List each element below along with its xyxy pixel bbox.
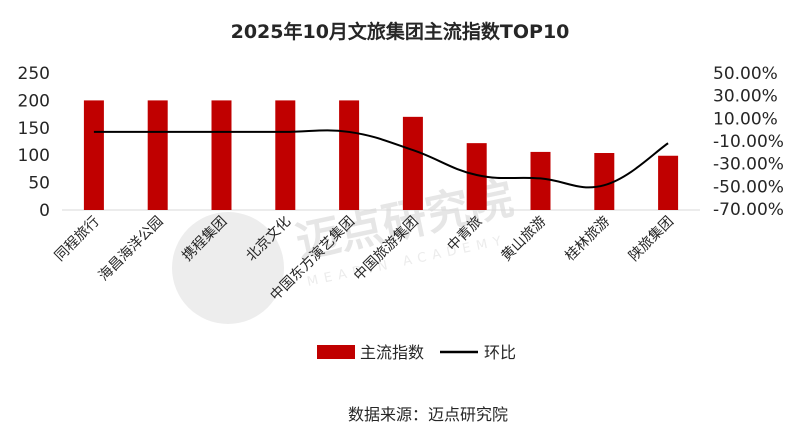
- right-tick-label: 10.00%: [713, 109, 778, 129]
- left-axis: 0 50 100 150 200 250: [18, 64, 50, 221]
- bar: [594, 153, 615, 210]
- right-tick-label: -50.00%: [713, 177, 784, 197]
- legend-swatch-bar: [317, 345, 355, 359]
- bar: [147, 100, 168, 210]
- right-tick-label: 30.00%: [713, 87, 778, 107]
- right-axis: -70.00% -50.00%-30.00% -10.00% 10.00%30.00%…: [713, 64, 784, 220]
- bar: [466, 143, 487, 210]
- left-tick-label: 100: [18, 146, 50, 166]
- left-tick-label: 0: [39, 201, 50, 221]
- bar: [402, 116, 423, 210]
- bar: [211, 100, 232, 210]
- bar: [530, 151, 551, 210]
- left-tick-label: 150: [18, 119, 50, 139]
- legend: 主流指数 环比: [317, 343, 516, 362]
- line-path: [93, 129, 669, 189]
- legend-label-line: 环比: [484, 343, 516, 362]
- source-note: 数据来源：迈点研究院: [348, 405, 508, 424]
- right-tick-label: -70.00%: [713, 200, 784, 220]
- line-series: [93, 129, 669, 189]
- right-tick-label: -30.00%: [713, 155, 784, 175]
- chart-title: 2025年10月文旅集团主流指数TOP10: [231, 20, 570, 43]
- category-label: 陕旅集团: [625, 213, 677, 265]
- bar: [275, 100, 296, 210]
- left-tick-label: 250: [18, 64, 50, 84]
- category-label: 海昌海洋公园: [96, 214, 167, 285]
- bar: [83, 100, 104, 210]
- bar: [339, 100, 360, 210]
- bar-series: [83, 100, 679, 210]
- right-tick-label: 50.00%: [713, 64, 778, 84]
- category-label: 桂林旅游: [562, 214, 613, 265]
- left-tick-label: 50: [28, 174, 50, 194]
- watermark-logo-circle: [172, 212, 284, 324]
- right-tick-label: -10.00%: [713, 132, 784, 152]
- bar: [658, 155, 679, 210]
- legend-label-bar: 主流指数: [360, 343, 424, 362]
- category-label: 同程旅行: [52, 214, 103, 265]
- left-tick-label: 200: [18, 91, 50, 111]
